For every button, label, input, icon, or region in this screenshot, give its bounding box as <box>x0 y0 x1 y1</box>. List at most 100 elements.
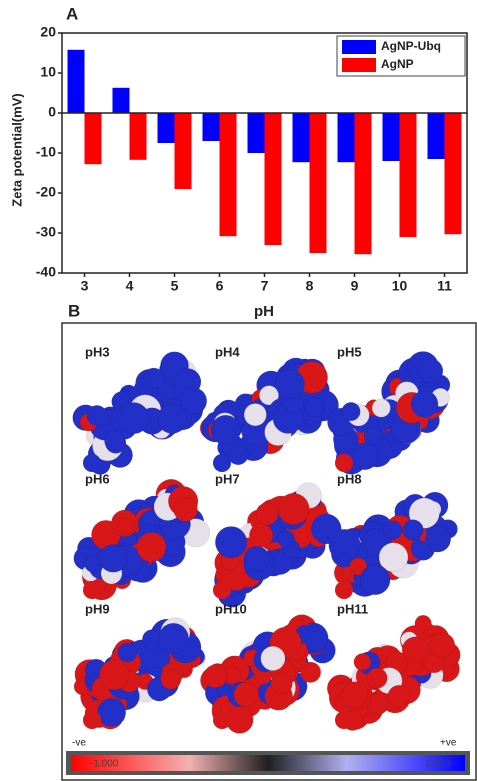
y-tick-label: -20 <box>36 184 56 200</box>
surface-blob <box>366 667 388 689</box>
surface-blob <box>371 398 391 418</box>
surface-blob <box>158 623 189 654</box>
surface-blob <box>83 454 101 472</box>
x-axis-label: pH <box>254 303 274 320</box>
plot: -40 -30 -20 -10 0 10 20 3 4 5 6 7 8 9 10 11 AgNP-Ubq AgNP <box>36 24 468 294</box>
surface-blob <box>351 442 379 471</box>
y-tick-label: -30 <box>36 224 56 240</box>
surface-blob <box>418 358 444 384</box>
surface-blob <box>425 526 451 553</box>
y-tick-label: 20 <box>40 24 56 40</box>
surface-blob <box>304 397 324 418</box>
surface-blob <box>83 581 101 599</box>
x-tick-label: 8 <box>306 278 314 294</box>
image-label: pH8 <box>337 471 362 486</box>
x-tick-label: 11 <box>437 278 452 294</box>
bar <box>67 49 85 113</box>
bar <box>247 113 265 153</box>
surface-blob <box>233 681 259 708</box>
image-label: pH6 <box>85 471 110 486</box>
surface-blob <box>83 711 101 729</box>
surface-blob <box>328 529 361 562</box>
surface-blob <box>335 454 353 472</box>
plot-frame <box>61 32 468 274</box>
surface-blob <box>84 555 102 573</box>
legend-swatch <box>342 58 376 72</box>
surface-blob <box>410 390 439 418</box>
bar <box>337 113 355 163</box>
image-label: pH5 <box>337 344 362 359</box>
bar <box>202 113 220 141</box>
surface-blob <box>430 632 456 658</box>
colorbar-max: 1.000 <box>425 759 450 770</box>
surface-blob <box>117 402 150 435</box>
surface-blob <box>255 502 279 526</box>
surface-blob <box>99 544 128 573</box>
bar <box>382 113 400 161</box>
bar <box>157 113 175 143</box>
image-label: pH4 <box>215 344 240 359</box>
surface-blob <box>341 402 361 422</box>
panel-b-frame <box>61 322 477 781</box>
image-label: pH11 <box>337 601 368 616</box>
surface-blob <box>117 517 135 535</box>
surface-blob <box>341 681 369 708</box>
legend-swatch <box>342 40 376 54</box>
surface-blob <box>305 631 327 653</box>
bar <box>264 113 282 245</box>
colorbar-neg: -ve <box>72 738 86 749</box>
legend-label: AgNP-Ubq <box>381 39 441 53</box>
image-label: pH10 <box>215 601 247 616</box>
surface-blob <box>213 711 231 729</box>
colorbar <box>71 755 465 771</box>
bar <box>129 113 147 160</box>
surface-blob <box>260 645 286 671</box>
colorbar-min: -1.000 <box>90 759 119 770</box>
bar <box>354 113 372 255</box>
y-axis-label: Zeta potential(mV) <box>9 93 24 206</box>
bar <box>309 113 327 253</box>
surface-blob <box>86 405 108 426</box>
y-tick-label: -40 <box>36 264 56 280</box>
surface-blob <box>243 403 267 427</box>
surface-blob <box>203 664 227 689</box>
x-tick-label: 6 <box>216 278 224 294</box>
surface-blob <box>275 369 305 399</box>
surface-blob <box>213 581 231 599</box>
surface-blob <box>117 642 138 663</box>
surface-blob <box>349 557 368 576</box>
surface-blob <box>378 542 409 573</box>
x-tick-label: 5 <box>171 278 179 294</box>
surface-blob <box>299 661 321 683</box>
x-tick-label: 3 <box>81 278 89 294</box>
image-label: pH9 <box>85 601 110 616</box>
surface-blob <box>353 653 372 671</box>
surface-blob <box>249 523 274 548</box>
surface-blob <box>259 385 279 406</box>
surface-blob <box>210 414 241 446</box>
surface-blob <box>136 532 167 563</box>
bar <box>84 113 102 165</box>
surface-blob <box>179 387 208 415</box>
bar <box>444 113 462 235</box>
surface-blob <box>277 493 310 525</box>
surface-blob <box>335 711 353 729</box>
surface-blob <box>97 698 127 727</box>
surface-blob <box>383 520 403 540</box>
image-label: pH3 <box>85 344 110 359</box>
surface-blob <box>363 426 384 446</box>
y-tick-label: -10 <box>36 144 56 160</box>
surface-blob <box>227 444 249 465</box>
surface-blob <box>213 454 231 472</box>
surface-blob <box>414 615 432 633</box>
bar <box>292 113 310 163</box>
surface-blob <box>215 526 248 559</box>
x-tick-label: 10 <box>392 278 408 294</box>
bar <box>174 113 192 189</box>
bar <box>399 113 417 237</box>
surface-blob <box>402 519 424 541</box>
surface-blob <box>99 659 130 691</box>
structures: pH3 pH4 pH5 pH6 pH7 pH8 pH9 pH10 pH11 <box>72 344 461 734</box>
